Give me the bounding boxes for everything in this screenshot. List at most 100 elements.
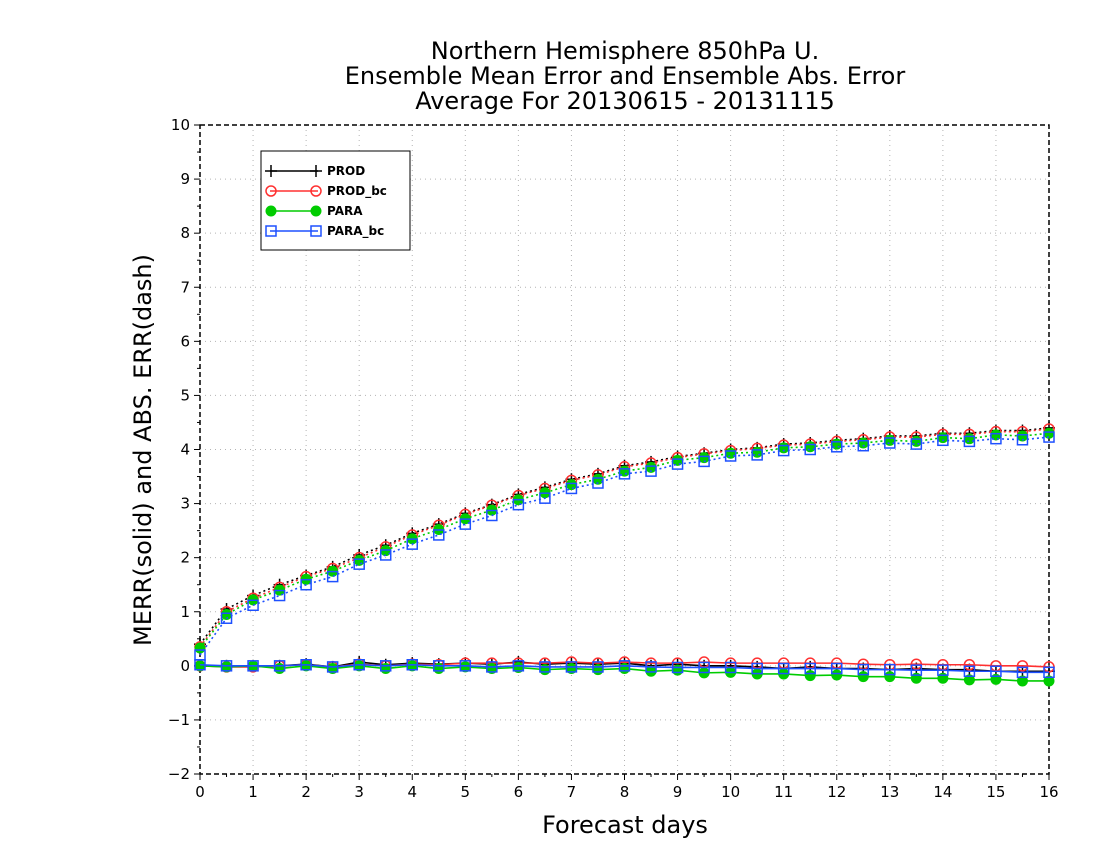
para-bc-merr-point [990,665,1002,677]
prod-series [194,421,1055,678]
x-tick-label: 10 [721,783,740,801]
x-tick-label: 1 [248,783,258,801]
para-merr-point [804,670,816,682]
para-bc-abs-err-point [910,438,923,450]
para-bc-merr-point [857,663,870,676]
para-bc-merr-point [1016,666,1029,679]
y-tick-label: 4 [180,441,190,459]
legend: PROD PROD_bc PARA PARA_bc [260,150,411,251]
para-bc-merr-point [379,660,392,672]
y-axis-label: MERR(solid) and ABS. ERR(dash) [129,254,157,646]
para-merr-point [1043,675,1055,687]
para-bc-abs-err-point [1016,434,1029,446]
legend-item-prod-bc: PROD_bc [265,184,387,199]
para-abs-err-point [565,479,577,491]
para-bc-merr-point [751,662,763,675]
para-bc-merr-point [459,660,472,672]
para-bc-merr-point [884,663,896,676]
x-tick-label: 12 [827,783,846,801]
para-bc-merr-point [724,661,737,674]
para-bc-abs-err-point [990,432,1002,445]
para-bc-merr-point [565,661,578,673]
para-bc-merr-point [592,661,604,673]
legend-marker-para [310,205,322,217]
para-bc-merr-point [539,661,551,673]
y-tick-label: 0 [180,657,190,675]
para-bc-merr-point [618,660,631,672]
para-bc-merr-point [300,659,312,671]
para-bc-abs-err-line [199,436,1050,656]
para-bc-abs-err-point [300,578,312,591]
para-bc-abs-err-point [512,498,525,511]
x-tick-label: 2 [301,783,311,801]
para-bc-abs-err-point [857,439,870,452]
para-bc-merr-point [645,661,657,673]
x-tick-label: 3 [354,783,364,801]
title-line-1: Northern Hemisphere 850hPa U. [431,37,819,65]
title-line-2: Ensemble Mean Error and Ensemble Abs. Er… [345,62,906,90]
para-bc-abs-err-point [326,570,339,583]
para-bc-abs-err-point [937,434,949,447]
y-tick-label: 1 [180,603,190,621]
para-abs-err-point [353,554,365,566]
y-tick-label: 10 [171,116,190,134]
prod-bc-series [194,423,1055,673]
para-bc-abs-err-point [433,529,445,541]
para-merr-point [884,671,896,683]
legend-marker-para [265,205,277,217]
para-bc-merr-point [486,661,498,673]
para-bc-merr-point [937,664,949,676]
para-merr-point [831,669,843,681]
prod-bc-merr-point [910,658,923,670]
para-bc-abs-err-point [963,435,976,448]
para-abs-err-point [194,642,206,654]
para-bc-abs-err-point [592,477,604,489]
x-tick-label: 8 [620,783,630,801]
para-bc-merr-point [671,661,684,674]
para-abs-err-point [910,435,922,447]
legend-item-prod: PROD [265,164,365,178]
para-bc-series [194,431,1055,679]
para-merr-point [963,674,975,686]
para-bc-abs-err-point [618,468,631,480]
para-bc-merr-point [406,659,418,671]
para-bc-abs-err-point [884,437,896,449]
prod-bc-merr-point [963,659,976,671]
y-tick-label: 8 [180,224,190,242]
para-bc-abs-err-point [751,449,763,461]
para-bc-abs-err-point [486,509,498,522]
para-abs-err-point [725,447,737,459]
para-bc-merr-point [777,662,790,675]
para-bc-abs-err-point [645,465,657,477]
para-abs-err-point [804,441,816,453]
x-tick-label: 7 [567,783,577,801]
para-bc-abs-err-point [804,443,816,456]
para-bc-merr-point [194,659,206,671]
x-tick-label: 15 [986,783,1005,801]
x-tick-label: 16 [1039,783,1058,801]
para-bc-merr-point [273,660,286,672]
legend-marker-prod [265,165,277,177]
para-bc-merr-point [512,660,525,672]
para-bc-merr-point [698,661,710,674]
para-abs-err-point [1043,427,1055,439]
para-bc-merr-point [247,660,259,672]
y-tick-label: −2 [168,765,190,783]
para-bc-merr-point [804,662,816,675]
legend-item-para-bc: PARA_bc [265,224,384,239]
para-bc-abs-err-point [831,441,843,453]
x-tick-label: 4 [407,783,417,801]
para-bc-abs-err-point [406,538,418,550]
legend-marker-para-bc [265,225,277,237]
para-bc-merr-point [326,661,339,673]
para-bc-merr-point [433,660,445,672]
x-tick-label: 13 [880,783,899,801]
para-bc-abs-err-point [459,518,472,530]
x-tick-label: 5 [461,783,471,801]
y-tick-label: −1 [168,711,190,729]
title-line-3: Average For 20130615 - 20131115 [415,87,835,115]
para-bc-merr-point [353,659,365,671]
legend-label-prod: PROD [327,164,365,178]
para-bc-abs-err-point [698,455,710,468]
